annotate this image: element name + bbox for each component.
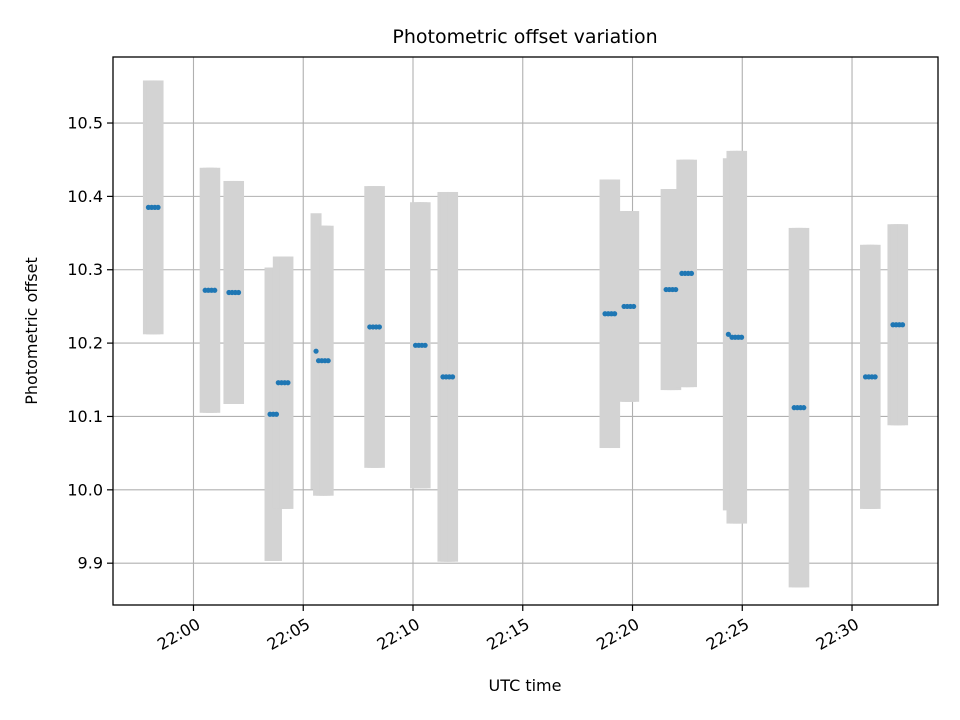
y-tick-label: 10.1 <box>67 407 103 426</box>
data-point <box>273 411 280 417</box>
data-point <box>155 204 161 210</box>
data-point <box>612 311 618 317</box>
data-point <box>325 358 331 364</box>
data-point <box>376 324 382 330</box>
data-point <box>738 334 745 340</box>
data-point <box>212 287 218 293</box>
plot-frame <box>112 56 939 606</box>
y-axis-label: Photometric offset <box>22 257 41 405</box>
data-point <box>285 380 291 386</box>
x-axis-label: UTC time <box>489 676 562 695</box>
data-point <box>631 303 637 310</box>
data-point <box>725 331 731 337</box>
data-point <box>688 270 695 277</box>
y-axis: 9.9 10.0 10.1 10.2 10.3 10.4 10.5 <box>67 114 113 573</box>
chart-title: Photometric offset variation <box>392 26 657 48</box>
data-point <box>235 289 242 296</box>
y-tick-label: 10.5 <box>67 114 103 133</box>
y-tick-label: 10.2 <box>67 334 103 353</box>
y-tick-label: 9.9 <box>78 554 103 573</box>
data-point <box>801 405 807 411</box>
data-point <box>872 374 878 380</box>
y-tick-label: 10.0 <box>67 480 103 499</box>
data-point <box>449 374 456 380</box>
y-tick-label: 10.4 <box>67 187 103 206</box>
data-point <box>673 286 679 293</box>
y-tick-label: 10.3 <box>67 260 103 279</box>
data-point <box>422 342 428 348</box>
data-point <box>899 322 906 328</box>
data-points <box>145 204 906 417</box>
data-point <box>313 348 319 354</box>
